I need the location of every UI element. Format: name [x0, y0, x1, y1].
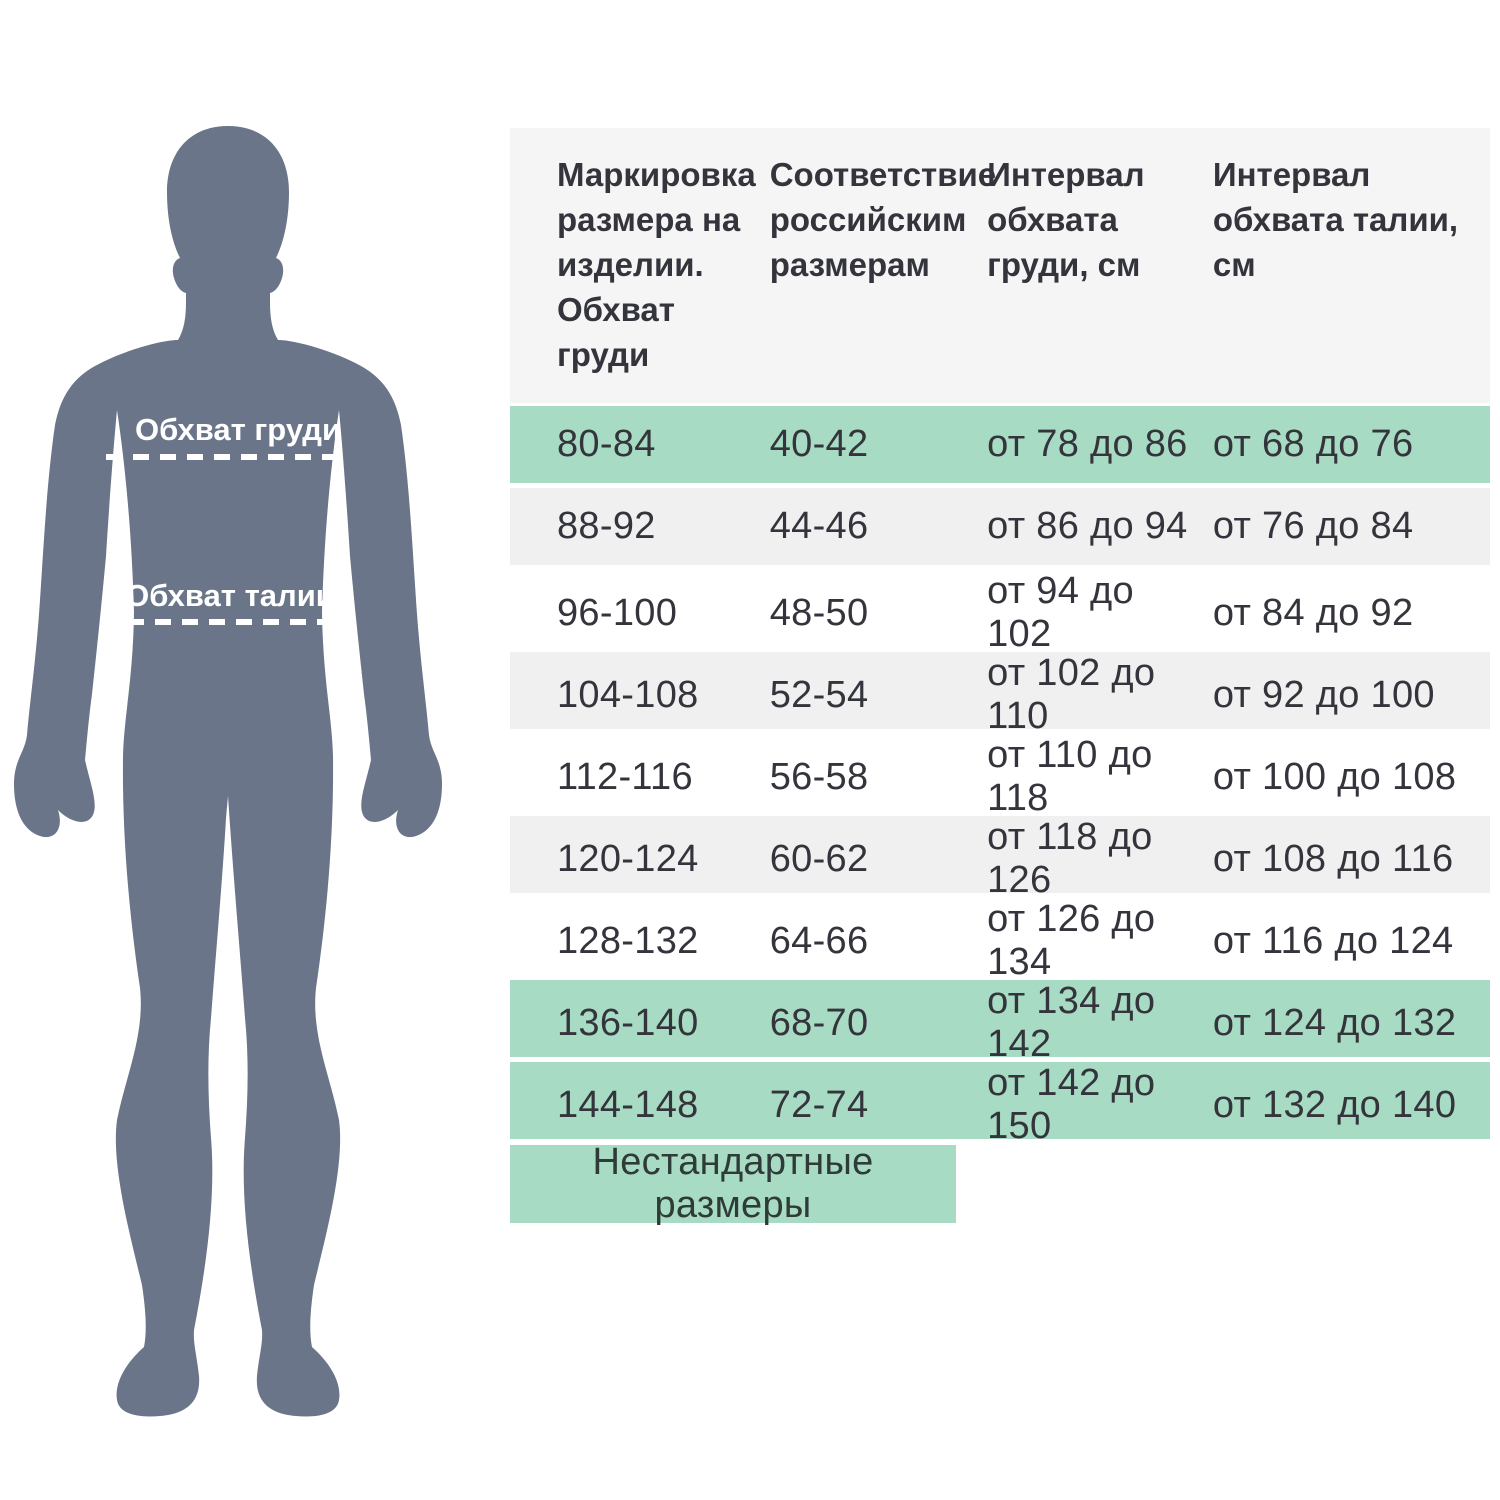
cell-ru-size: 44-46: [769, 505, 869, 547]
cell-chest: от 134 до 142: [987, 980, 1156, 1065]
cell-waist: от 84 до 92: [1212, 591, 1414, 634]
waist-girth-label: Обхват талии: [125, 578, 335, 613]
table-row-9: 144-148 72-74 от 142 до 150 от 132 до 14…: [510, 1062, 1490, 1147]
cell-chest: от 94 до 102: [987, 570, 1134, 655]
cell-ru-size: 64-66: [769, 919, 869, 962]
cell-waist: от 124 до 132: [1212, 1001, 1457, 1044]
table-row-2: 88-92 44-46 от 86 до 94 от 76 до 84: [510, 488, 1490, 565]
cell-chest: от 86 до 94: [987, 505, 1188, 547]
cell-ru-size: 68-70: [769, 1001, 869, 1044]
cell-chest: от 78 до 86: [987, 423, 1188, 465]
cell-marking: 136-140: [557, 1001, 699, 1044]
column-header-chest: Интервал обхвата груди, см: [987, 156, 1145, 283]
cell-waist: от 92 до 100: [1212, 673, 1435, 716]
cell-ru-size: 40-42: [769, 423, 869, 465]
chest-girth-label: Обхват груди: [135, 412, 341, 447]
silhouette-body: [14, 126, 442, 1417]
size-table: Маркировка размера на изделии. Обхват гр…: [510, 128, 1490, 1147]
cell-waist: от 116 до 124: [1212, 919, 1454, 962]
table-row-7: 128-132 64-66 от 126 до 134 от 116 до 12…: [510, 898, 1490, 983]
cell-waist: от 108 до 116: [1212, 837, 1454, 880]
column-header-waist: Интервал обхвата талии, см: [1212, 156, 1459, 283]
cell-marking: 144-148: [557, 1083, 699, 1126]
table-row-1: 80-84 40-42 от 78 до 86 от 68 до 76: [510, 406, 1490, 483]
table-row-6: 120-124 60-62 от 118 до 126 от 108 до 11…: [510, 816, 1490, 901]
nonstandard-sizes-button[interactable]: Нестандартные размеры: [510, 1141, 956, 1226]
table-row-5: 112-116 56-58 от 110 до 118 от 100 до 10…: [510, 734, 1490, 819]
column-header-ru-size: Соответствие российским размерам: [769, 156, 997, 283]
table-row-4: 104-108 52-54 от 102 до 110 от 92 до 100: [510, 652, 1490, 737]
column-header-marking: Маркировка размера на изделии. Обхват гр…: [557, 156, 756, 373]
size-table-body: 80-84 40-42 от 78 до 86 от 68 до 76 88-9…: [510, 406, 1490, 1147]
table-row-3: 96-100 48-50 от 94 до 102 от 84 до 92: [510, 570, 1490, 655]
cell-waist: от 132 до 140: [1212, 1083, 1457, 1126]
cell-chest: от 126 до 134: [987, 898, 1156, 983]
table-row-8: 136-140 68-70 от 134 до 142 от 124 до 13…: [510, 980, 1490, 1065]
cell-marking: 80-84: [557, 423, 656, 465]
cell-marking: 104-108: [557, 673, 699, 716]
cell-ru-size: 72-74: [769, 1083, 869, 1126]
cell-waist: от 76 до 84: [1212, 505, 1414, 547]
cell-chest: от 118 до 126: [987, 816, 1153, 901]
cell-marking: 120-124: [557, 837, 699, 880]
cell-ru-size: 56-58: [769, 755, 869, 798]
cell-chest: от 110 до 118: [987, 734, 1153, 819]
cell-ru-size: 48-50: [769, 591, 869, 634]
cell-marking: 88-92: [557, 505, 656, 547]
cell-ru-size: 60-62: [769, 837, 869, 880]
cell-waist: от 100 до 108: [1212, 755, 1457, 798]
cell-chest: от 142 до 150: [987, 1062, 1156, 1147]
cell-marking: 112-116: [557, 755, 693, 798]
cell-chest: от 102 до 110: [987, 652, 1156, 737]
cell-waist: от 68 до 76: [1212, 423, 1414, 465]
cell-marking: 96-100: [557, 591, 678, 634]
size-table-header-row: Маркировка размера на изделии. Обхват гр…: [510, 128, 1490, 403]
cell-marking: 128-132: [557, 919, 699, 962]
cell-ru-size: 52-54: [769, 673, 869, 716]
